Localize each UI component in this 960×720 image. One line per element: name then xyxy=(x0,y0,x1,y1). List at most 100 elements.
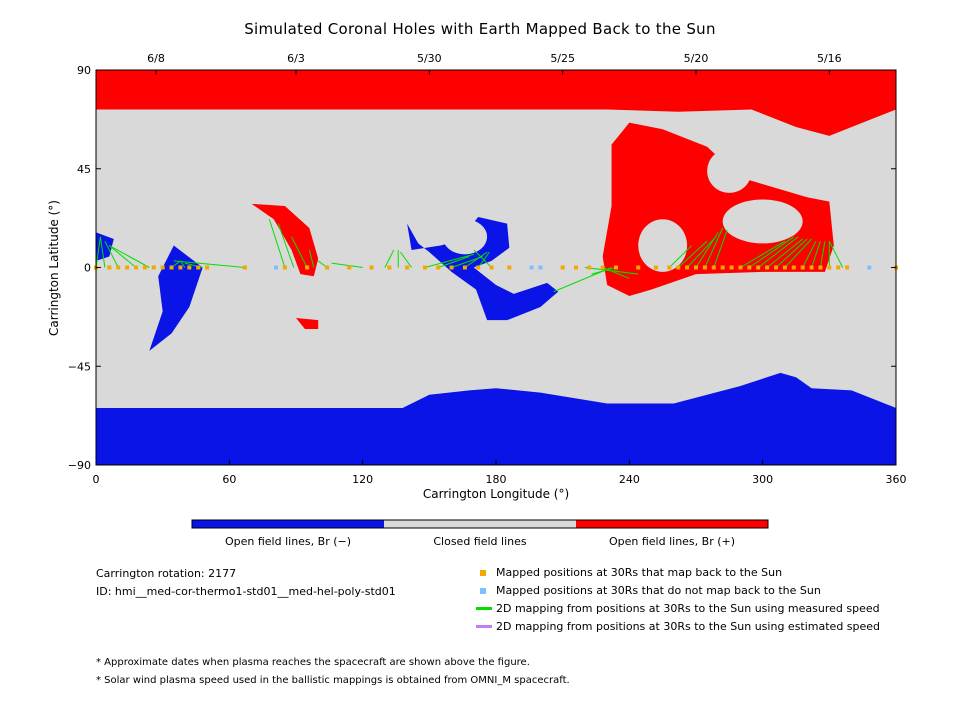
mapping-line-38 xyxy=(775,238,808,268)
legend-swatch-mapped xyxy=(480,570,486,576)
legend-label-unmapped: Mapped positions at 30Rs that do not map… xyxy=(496,584,821,597)
colorbar-segment-0 xyxy=(192,520,384,528)
mapped-point-38 xyxy=(685,265,690,270)
mapping-line-3 xyxy=(109,245,137,268)
map-area xyxy=(96,70,896,465)
mapped-point-2 xyxy=(116,265,121,270)
mapped-point-49 xyxy=(782,265,787,270)
mapped-point-47 xyxy=(765,265,770,270)
mapping-line-12 xyxy=(308,249,315,268)
legend-swatch-estimated xyxy=(476,625,492,628)
y-tick-label-3: −45 xyxy=(68,360,91,373)
mapped-point-27 xyxy=(507,265,512,270)
x-tick-label-4: 240 xyxy=(619,473,640,486)
mapping-line-1 xyxy=(99,236,106,268)
mapping-line-34 xyxy=(740,240,786,268)
mapped-point-51 xyxy=(800,265,805,270)
mapping-line-21 xyxy=(464,251,488,268)
x-tick-label-6: 360 xyxy=(886,473,907,486)
mapped-point-34 xyxy=(636,265,641,270)
mapping-line-15 xyxy=(384,249,395,268)
mapped-point-23 xyxy=(449,265,454,270)
y-axis-label: Carrington Latitude (°) xyxy=(47,200,61,336)
mapped-point-14 xyxy=(282,265,287,270)
top-date-label-1: 6/3 xyxy=(287,52,305,65)
mapping-line-10 xyxy=(277,223,295,268)
mapped-point-25 xyxy=(476,265,481,270)
top-date-label-4: 5/20 xyxy=(684,52,709,65)
positive-small-patch xyxy=(296,317,319,329)
chart-svg: 0 60 120 180 240 300 360 90 45 0 −45 −90 6/8 6/3 5/30 5… xyxy=(47,52,907,529)
mapped-point-10 xyxy=(187,265,192,270)
mapped-point-1 xyxy=(107,265,112,270)
mapped-point-41 xyxy=(711,265,716,270)
mapped-point-17 xyxy=(347,265,352,270)
mapped-point-22 xyxy=(436,265,441,270)
mapping-line-31 xyxy=(695,232,719,268)
mapped-point-4 xyxy=(134,265,138,270)
mapping-line-8 xyxy=(173,260,245,268)
y-tick-label-4: −90 xyxy=(68,459,91,472)
mapped-points xyxy=(94,265,898,270)
mapping-line-0 xyxy=(96,236,101,268)
colorbar-label-negative: Open field lines, Br (−) xyxy=(224,535,352,548)
mapped-point-42 xyxy=(720,265,725,270)
mapping-line-42 xyxy=(819,241,826,268)
mapping-line-45 xyxy=(895,265,896,268)
mapped-point-3 xyxy=(125,265,130,270)
mapping-line-36 xyxy=(757,236,799,268)
mapping-line-14 xyxy=(331,262,363,268)
mapping-line-11 xyxy=(291,236,308,268)
mapped-point-8 xyxy=(169,265,174,270)
closed-bulge xyxy=(313,109,488,174)
mapping-line-41 xyxy=(811,241,821,268)
south-negative-cap xyxy=(96,372,896,465)
y-tick-label-0: 90 xyxy=(77,64,91,77)
north-positive-cap xyxy=(96,70,896,136)
mapped-point-40 xyxy=(702,265,707,270)
unmapped-point-3 xyxy=(867,265,872,270)
mapping-line-19 xyxy=(438,256,470,268)
legend-label-estimated: 2D mapping from positions at 30Rs to the… xyxy=(496,620,881,633)
mapping-line-30 xyxy=(686,236,717,268)
mapping-line-37 xyxy=(766,238,803,268)
mapped-point-5 xyxy=(142,265,147,270)
footnote-speed: * Solar wind plasma speed used in the ba… xyxy=(96,675,570,686)
mapping-line-27 xyxy=(591,267,617,275)
mapping-line-32 xyxy=(704,227,724,268)
mapped-point-15 xyxy=(305,265,310,270)
mapped-point-55 xyxy=(836,265,841,270)
mapped-point-13 xyxy=(242,265,247,270)
mapped-point-50 xyxy=(791,265,796,270)
legend-label-mapped: Mapped positions at 30Rs that map back t… xyxy=(496,566,783,579)
x-tick-label-5: 300 xyxy=(752,473,773,486)
top-date-label-2: 5/30 xyxy=(417,52,442,65)
chart-title: Simulated Coronal Holes with Earth Mappe… xyxy=(244,20,716,38)
legend-swatch-measured xyxy=(476,607,492,610)
mapped-point-12 xyxy=(205,265,210,270)
y-tick-label-1: 45 xyxy=(77,163,91,176)
top-date-label-5: 5/16 xyxy=(817,52,842,65)
mapped-point-53 xyxy=(818,265,823,270)
mapping-lines xyxy=(96,219,896,293)
mapped-point-52 xyxy=(809,265,814,270)
top-date-label-3: 5/25 xyxy=(550,52,575,65)
negative-hole-c xyxy=(407,217,559,321)
mapping-line-17 xyxy=(400,251,412,268)
mapped-point-54 xyxy=(827,265,832,270)
unmapped-point-2 xyxy=(538,265,543,270)
mapped-point-6 xyxy=(151,265,156,270)
mapped-point-33 xyxy=(614,265,618,270)
unmapped-point-1 xyxy=(529,265,534,270)
mapping-line-9 xyxy=(268,219,286,268)
x-tick-label-3: 180 xyxy=(486,473,507,486)
mapping-line-29 xyxy=(677,240,708,268)
mapping-line-2 xyxy=(104,240,119,268)
mapping-line-28 xyxy=(668,245,692,268)
mapping-line-23 xyxy=(473,249,492,268)
mapped-point-29 xyxy=(560,265,565,270)
legend-label-measured: 2D mapping from positions at 30Rs to the… xyxy=(496,602,880,615)
footnote-dates: * Approximate dates when plasma reaches … xyxy=(96,657,530,668)
closed-island-1 xyxy=(722,199,803,244)
legend: Mapped positions at 30Rs that map back t… xyxy=(476,566,946,646)
